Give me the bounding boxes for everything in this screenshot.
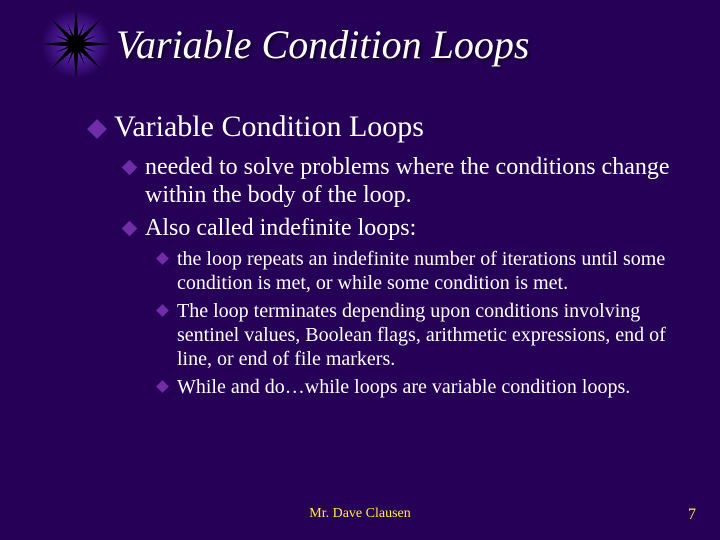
bullet-text: The loop terminates depending upon condi… bbox=[177, 299, 670, 371]
footer-author: Mr. Dave Clausen bbox=[309, 506, 410, 522]
bullet-text: needed to solve problems where the condi… bbox=[145, 153, 670, 211]
diamond-bullet-icon bbox=[156, 304, 169, 317]
bullet-level2: needed to solve problems where the condi… bbox=[124, 153, 670, 211]
bullet-level3: The loop terminates depending upon condi… bbox=[158, 299, 670, 371]
footer: Mr. Dave Clausen 7 bbox=[0, 506, 720, 530]
diamond-bullet-icon bbox=[122, 159, 138, 175]
diamond-bullet-icon bbox=[122, 221, 138, 237]
bullet-text: Also called indefinite loops: bbox=[145, 214, 416, 243]
bullet-level2: Also called indefinite loops: bbox=[124, 214, 670, 243]
slide-title: Variable Condition Loops bbox=[116, 21, 529, 68]
diamond-bullet-icon bbox=[87, 119, 107, 139]
title-row: Variable Condition Loops bbox=[0, 0, 720, 80]
content-area: Variable Condition Loops needed to solve… bbox=[0, 80, 720, 399]
diamond-bullet-icon bbox=[156, 252, 169, 265]
bullet-level3: the loop repeats an indefinite number of… bbox=[158, 247, 670, 295]
bullet-level1: Variable Condition Loops bbox=[90, 110, 670, 145]
diamond-bullet-icon bbox=[156, 380, 169, 393]
bullet-text: the loop repeats an indefinite number of… bbox=[177, 247, 670, 295]
page-number: 7 bbox=[688, 506, 696, 524]
starburst-icon bbox=[40, 8, 112, 80]
bullet-text: While and do…while loops are variable co… bbox=[177, 375, 630, 399]
bullet-level3: While and do…while loops are variable co… bbox=[158, 375, 670, 399]
bullet-text: Variable Condition Loops bbox=[114, 110, 424, 145]
